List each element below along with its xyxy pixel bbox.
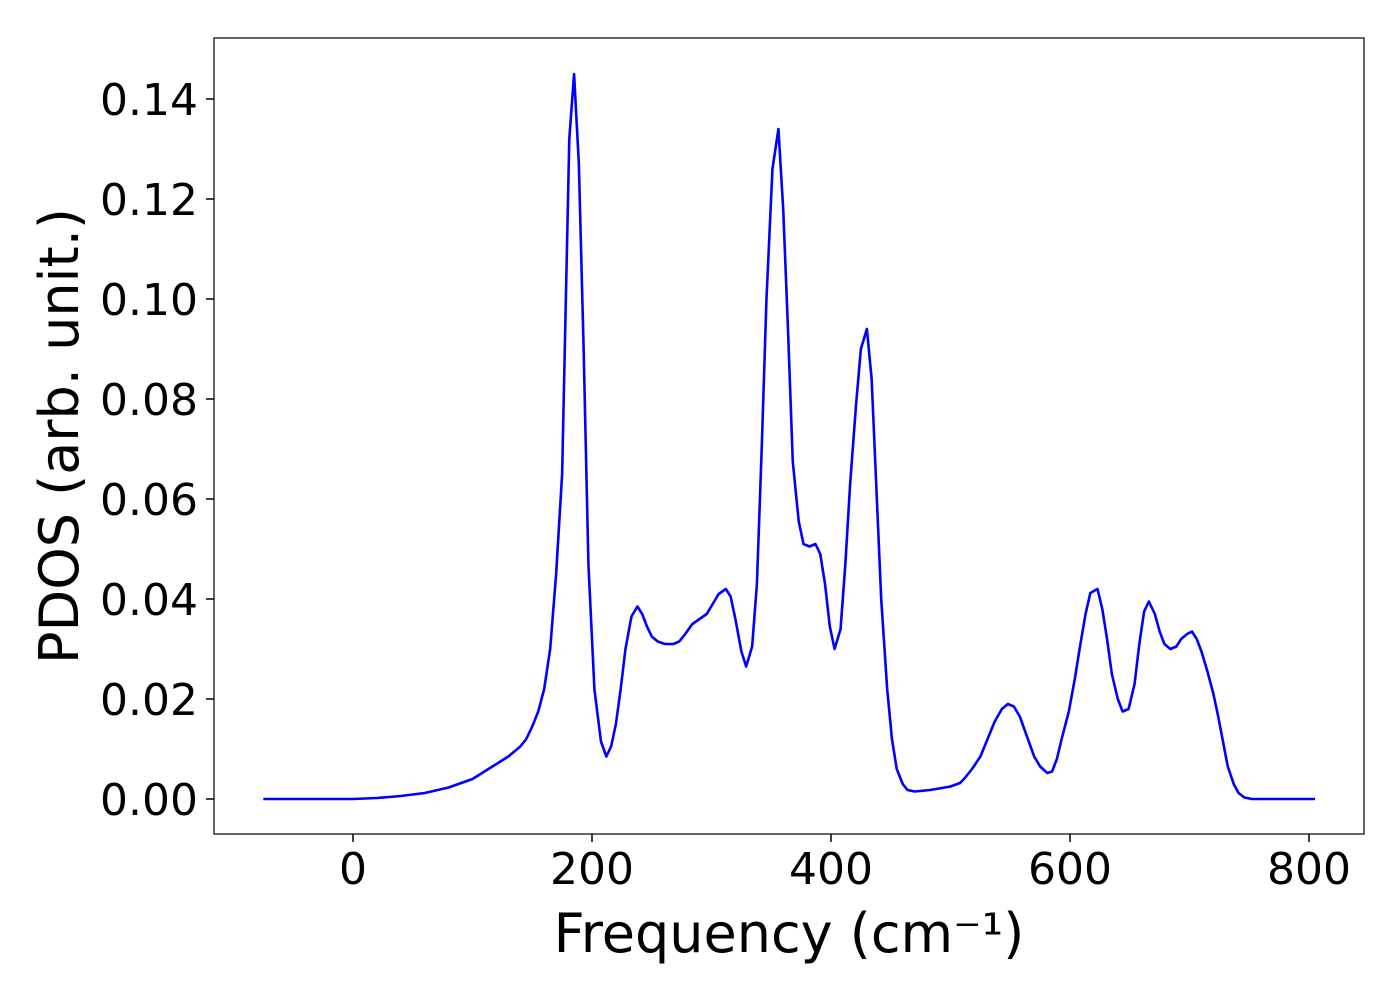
y-tick-label: 0.04 [100, 575, 198, 626]
y-axis-label: PDOS (arb. unit.) [28, 208, 91, 664]
data-line [263, 72, 1315, 801]
y-tick-label: 0.02 [100, 675, 198, 726]
x-tick-label: 600 [1028, 844, 1112, 895]
y-tick-label: 0.10 [100, 275, 198, 326]
y-tick-label: 0.08 [100, 375, 198, 426]
x-tick-label: 200 [550, 844, 634, 895]
x-tick-label: 0 [339, 844, 367, 895]
y-tick-label: 0.14 [100, 75, 198, 126]
y-tick-label: 0.00 [100, 775, 198, 826]
y-tick-label: 0.12 [100, 175, 198, 226]
y-tick-label: 0.06 [100, 475, 198, 526]
x-tick-label: 800 [1267, 844, 1351, 895]
plot-frame [213, 37, 1365, 835]
x-tick-label: 400 [789, 844, 873, 895]
x-axis-label: Frequency (cm⁻¹) [554, 902, 1025, 965]
